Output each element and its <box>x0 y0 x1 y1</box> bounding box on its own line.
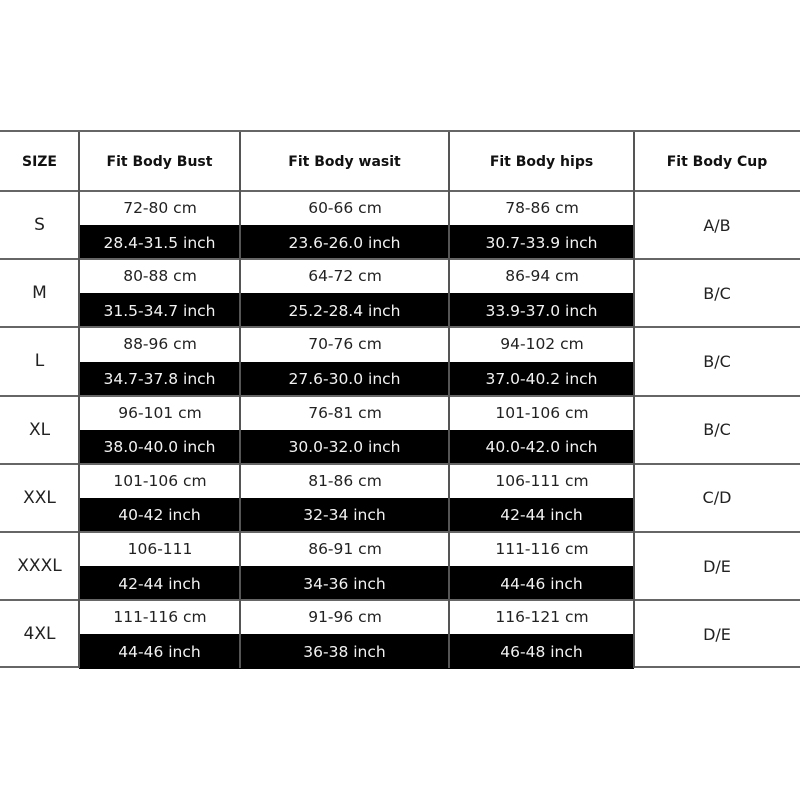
cup-cell: B/C <box>703 351 731 371</box>
size-chart-table: SIZE Fit Body Bust Fit Body wasit Fit Body … <box>0 130 800 670</box>
cup-cell: D/E <box>703 556 731 576</box>
header-size: SIZE <box>21 153 57 170</box>
row-divider <box>0 326 800 329</box>
bust-cm-cell: 106-111 <box>80 532 240 567</box>
size-label: S <box>34 215 45 236</box>
row-divider <box>0 599 800 602</box>
hips-inch-cell: 42-44 inch <box>449 497 634 533</box>
bust-inch-cell: 31.5-34.7 inch <box>79 293 240 329</box>
hips-cm-cell: 116-121 cm <box>450 600 634 635</box>
column-divider <box>78 132 80 668</box>
cup-cell: B/C <box>703 283 731 303</box>
bust-cm-cell: 80-88 cm <box>80 259 240 294</box>
waist-inch-cell: 23.6-26.0 inch <box>240 225 449 261</box>
row-divider <box>0 462 800 465</box>
cup-cell: A/B <box>703 215 731 235</box>
cup-cell: B/C <box>703 420 731 440</box>
waist-inch-cell: 34-36 inch <box>240 566 449 602</box>
size-label: XXXL <box>17 556 62 577</box>
waist-cm-cell: 81-86 cm <box>241 463 449 498</box>
hips-cm-cell: 101-106 cm <box>450 395 634 430</box>
column-divider <box>239 132 241 668</box>
hips-cm-cell: 94-102 cm <box>450 327 634 362</box>
hips-inch-cell: 40.0-42.0 inch <box>449 429 634 465</box>
row-divider <box>0 394 800 397</box>
bust-cm-cell: 88-96 cm <box>80 327 240 362</box>
hips-cm-cell: 78-86 cm <box>450 191 634 226</box>
cup-cell: C/D <box>702 488 732 508</box>
header-waist: Fit Body wasit <box>288 153 401 170</box>
hips-inch-cell: 30.7-33.9 inch <box>449 225 634 261</box>
waist-cm-cell: 91-96 cm <box>241 600 449 635</box>
hips-inch-cell: 37.0-40.2 inch <box>449 361 634 397</box>
bust-inch-cell: 44-46 inch <box>79 634 240 670</box>
cup-cell: D/E <box>703 624 731 644</box>
header-cup: Fit Body Cup <box>666 153 768 170</box>
waist-cm-cell: 64-72 cm <box>241 259 449 294</box>
bust-inch-cell: 38.0-40.0 inch <box>79 429 240 465</box>
hips-inch-cell: 33.9-37.0 inch <box>449 293 634 329</box>
size-label: L <box>34 351 45 372</box>
hips-cm-cell: 86-94 cm <box>450 259 634 294</box>
bust-inch-cell: 42-44 inch <box>79 566 240 602</box>
waist-inch-cell: 30.0-32.0 inch <box>240 429 449 465</box>
column-divider <box>448 132 450 668</box>
bust-inch-cell: 28.4-31.5 inch <box>79 225 240 261</box>
hips-cm-cell: 106-111 cm <box>450 463 634 498</box>
bust-cm-cell: 111-116 cm <box>80 600 240 635</box>
bust-cm-cell: 72-80 cm <box>80 191 240 226</box>
hips-inch-cell: 46-48 inch <box>449 634 634 670</box>
row-divider <box>0 258 800 261</box>
hips-inch-cell: 44-46 inch <box>449 566 634 602</box>
bust-cm-cell: 101-106 cm <box>80 463 240 498</box>
bust-inch-cell: 40-42 inch <box>79 497 240 533</box>
waist-cm-cell: 76-81 cm <box>241 395 449 430</box>
waist-cm-cell: 60-66 cm <box>241 191 449 226</box>
waist-inch-cell: 27.6-30.0 inch <box>240 361 449 397</box>
size-label: 4XL <box>23 624 56 645</box>
waist-inch-cell: 25.2-28.4 inch <box>240 293 449 329</box>
size-label: XL <box>28 419 51 440</box>
header-bust: Fit Body Bust <box>106 153 213 170</box>
size-label: XXL <box>23 487 56 508</box>
header-divider <box>0 190 800 192</box>
row-divider <box>0 531 800 533</box>
column-divider <box>633 132 635 668</box>
bust-inch-cell: 34.7-37.8 inch <box>79 361 240 397</box>
header-hips: Fit Body hips <box>489 153 594 170</box>
waist-cm-cell: 86-91 cm <box>241 532 449 567</box>
waist-cm-cell: 70-76 cm <box>241 327 449 362</box>
bust-cm-cell: 96-101 cm <box>80 395 240 430</box>
waist-inch-cell: 32-34 inch <box>240 497 449 533</box>
hips-cm-cell: 111-116 cm <box>450 532 634 567</box>
waist-inch-cell: 36-38 inch <box>240 634 449 670</box>
size-label: M <box>32 283 47 304</box>
